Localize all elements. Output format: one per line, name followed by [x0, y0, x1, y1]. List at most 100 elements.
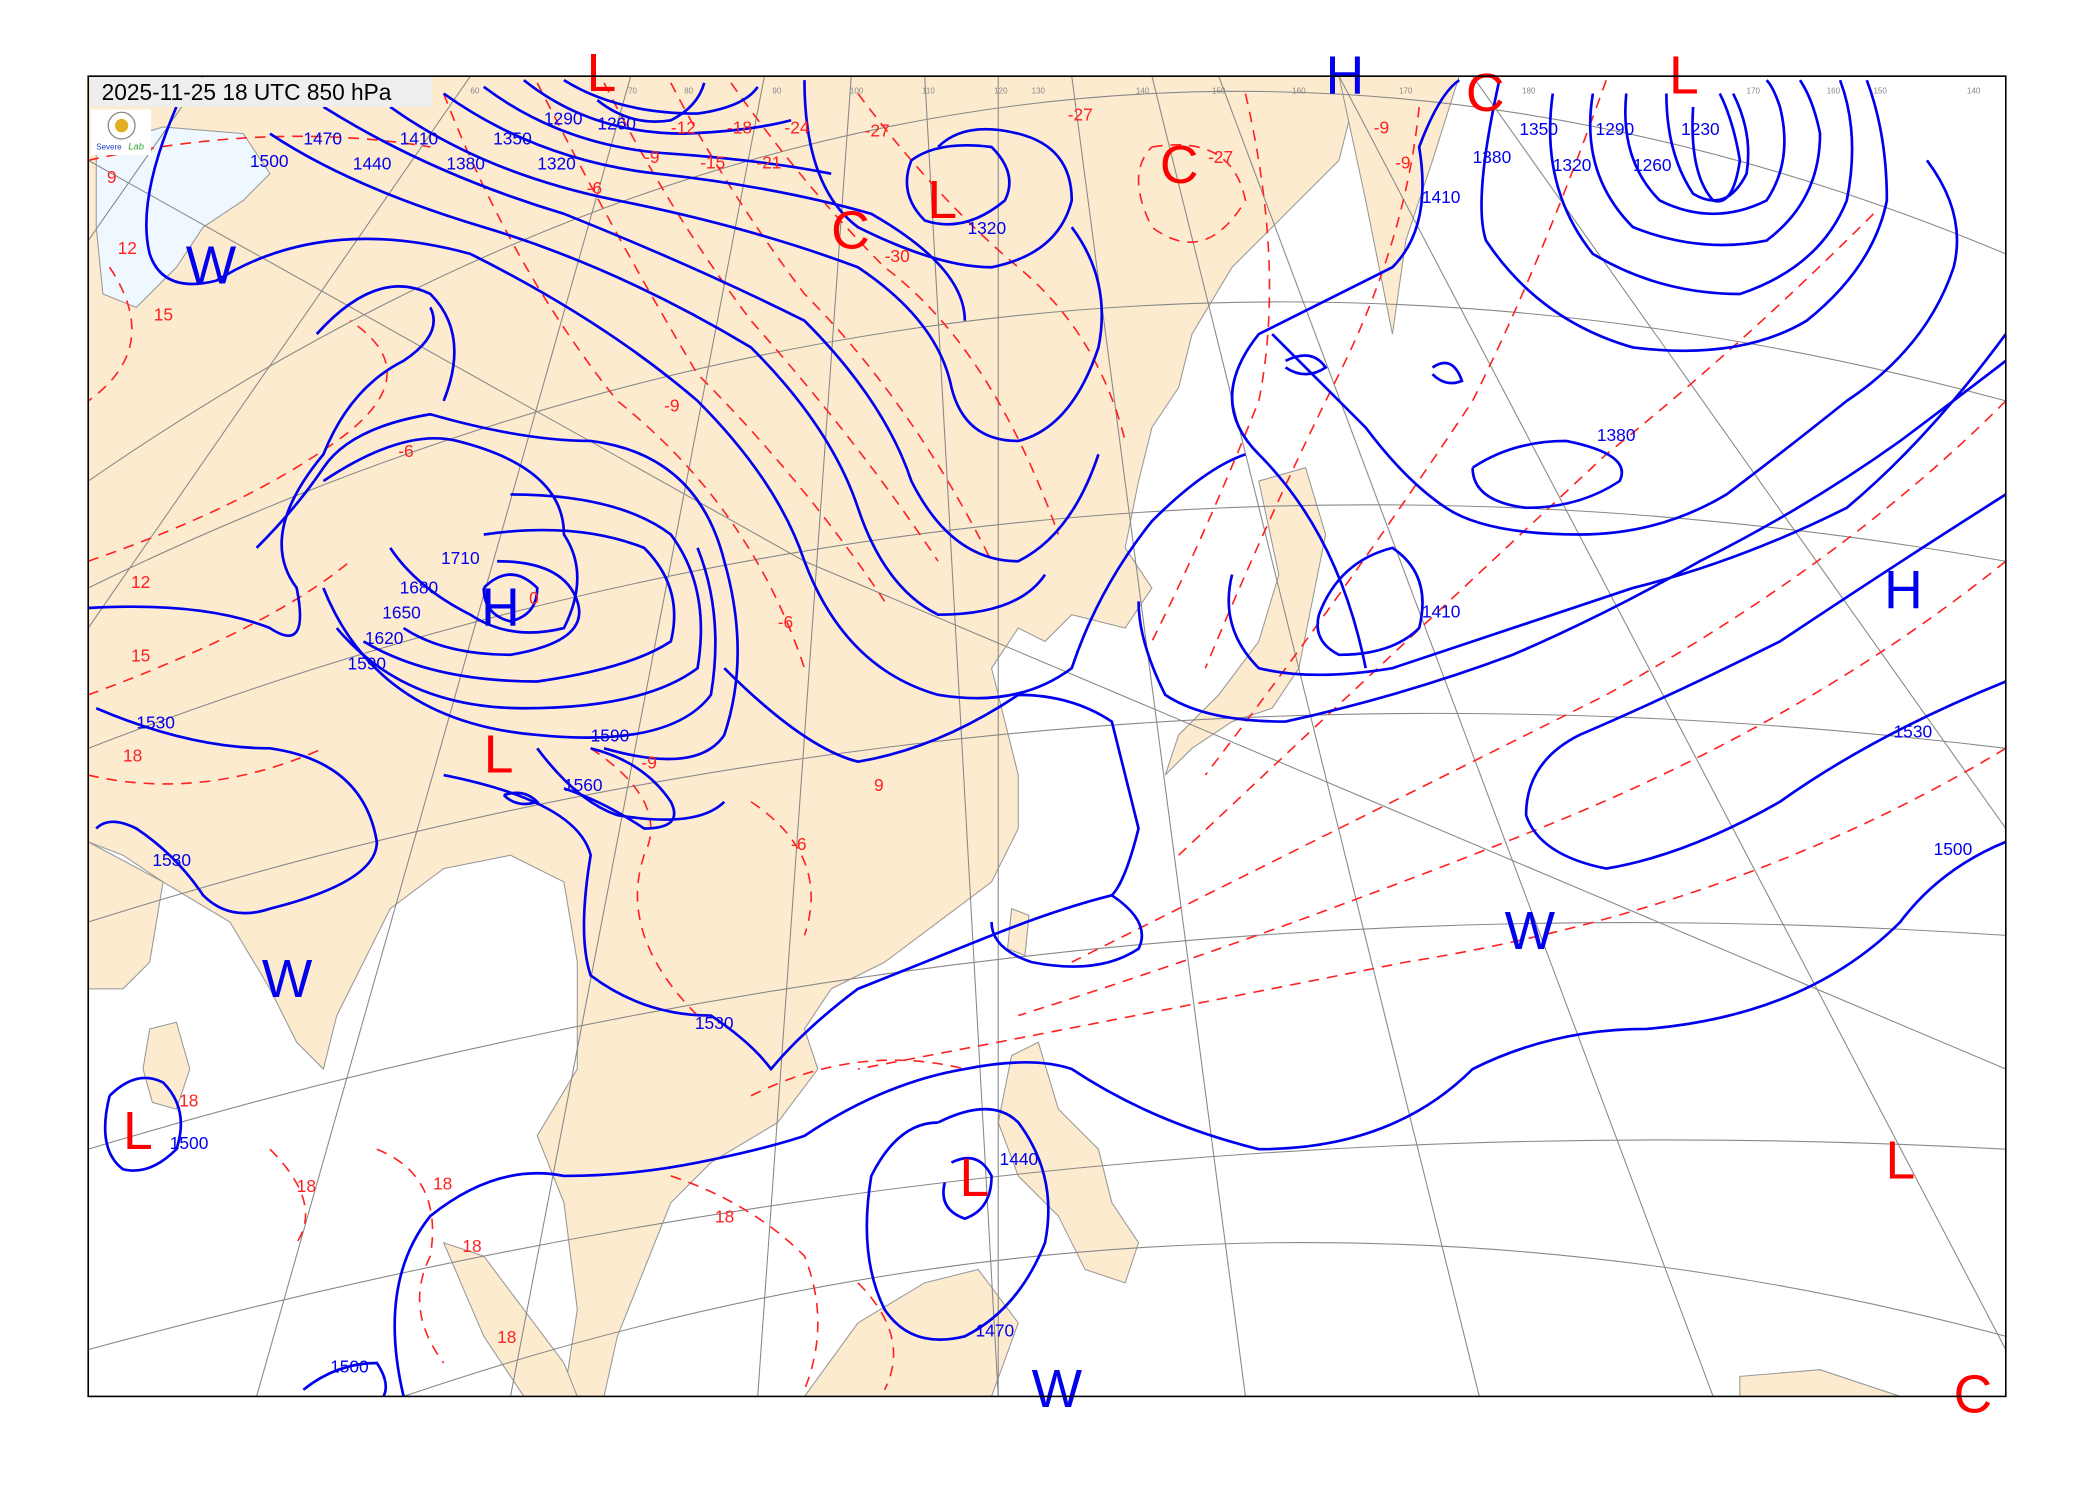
map-title: 2025-11-25 18 UTC 850 hPa: [102, 79, 392, 105]
temperature-label: -6: [398, 441, 413, 461]
lon-label: 140: [1136, 87, 1150, 96]
lon-label: 180: [1522, 87, 1536, 96]
temperature-label: 18: [715, 1207, 734, 1227]
temperature-label: 15: [131, 645, 150, 665]
low-marker: L: [123, 1102, 153, 1161]
lon-label: 160: [1827, 87, 1841, 96]
temperature-label: 18: [497, 1327, 516, 1347]
temperature-label: -27: [1068, 104, 1093, 124]
height-label: 1290: [1596, 119, 1635, 139]
height-label: 1410: [1422, 187, 1461, 207]
svg-text:Severe: Severe: [96, 143, 122, 152]
height-label: 1440: [353, 154, 392, 174]
height-label: 1350: [493, 128, 532, 148]
temperature-label: -15: [700, 152, 725, 172]
cold-center-marker: C: [1466, 64, 1505, 123]
cold-center-marker: C: [1160, 136, 1199, 195]
warm-center-marker: W: [1505, 902, 1556, 961]
temperature-label: 9: [107, 167, 117, 187]
cold-center-marker: C: [1954, 1365, 1993, 1424]
lon-label: 80: [684, 87, 693, 96]
height-label: 1530: [1894, 722, 1933, 742]
lon-label: 120: [994, 87, 1008, 96]
low-marker: L: [1886, 1132, 1916, 1191]
height-label: 1620: [365, 628, 404, 648]
temperature-label: -27: [1208, 147, 1233, 167]
lake-caspian: [95, 126, 271, 308]
height-label: 1440: [1000, 1149, 1039, 1169]
height-label: 1500: [170, 1133, 209, 1153]
height-labels: 1500 1470 1440 1410 1380 1350 1320 1290 …: [136, 108, 1972, 1376]
temperature-label: -24: [784, 118, 809, 138]
low-marker: L: [927, 171, 957, 230]
warm-center-marker: W: [1032, 1360, 1083, 1419]
height-label: 1530: [152, 850, 191, 870]
cold-center-marker: C: [831, 202, 870, 261]
temperature-label: -27: [865, 120, 890, 140]
lon-label: 90: [772, 87, 781, 96]
height-label: 1260: [1633, 155, 1672, 175]
height-label: 1470: [976, 1320, 1015, 1340]
high-marker: H: [1884, 561, 1923, 620]
temperature-label: 18: [462, 1236, 481, 1256]
height-label: 1530: [695, 1013, 734, 1033]
warm-center-marker: W: [186, 236, 237, 295]
lon-label: 60: [470, 87, 479, 96]
height-label: 1320: [1553, 155, 1592, 175]
lon-label: 170: [1399, 87, 1413, 96]
lon-label: 70: [628, 87, 637, 96]
temperature-label: -9: [1395, 152, 1410, 172]
temperature-label: -6: [778, 612, 793, 632]
height-label: 1500: [1934, 839, 1973, 859]
temperature-label: 18: [433, 1173, 452, 1193]
temperature-label: 18: [297, 1176, 316, 1196]
temperature-label: 12: [118, 238, 137, 258]
height-label: 1380: [1597, 425, 1636, 445]
temperature-label: -12: [671, 118, 696, 138]
temperature-label: -9: [1374, 118, 1389, 138]
temperature-label: -21: [756, 152, 781, 172]
height-label: 1290: [544, 108, 583, 128]
land-india-west: [88, 841, 164, 990]
height-label: 1410: [1422, 601, 1461, 621]
temperature-label: 15: [154, 305, 173, 325]
temperature-label: -30: [885, 246, 910, 266]
height-label: 1500: [250, 151, 289, 171]
land-philippines: [997, 1041, 1140, 1284]
land-asia: [88, 76, 1353, 1397]
svg-text:Lab: Lab: [128, 142, 144, 152]
longitude-labels: 60 70 80 90 100 110 120 130 140 150 160 …: [470, 87, 1981, 96]
height-label: 1500: [330, 1356, 369, 1376]
lon-label: 130: [1032, 87, 1046, 96]
lon-label: 140: [1967, 87, 1981, 96]
height-label: 1320: [537, 154, 576, 174]
temperature-label: -18: [727, 118, 752, 138]
height-label: 1590: [591, 726, 630, 746]
low-marker: L: [959, 1149, 989, 1208]
lon-label: 150: [1212, 87, 1226, 96]
high-marker: H: [481, 578, 520, 637]
temperature-label: 18: [123, 746, 142, 766]
temperature-label: 9: [874, 775, 884, 795]
lon-label: 100: [850, 87, 864, 96]
height-contours: [88, 79, 2006, 1397]
low-marker: L: [587, 44, 617, 103]
height-label: 1530: [136, 712, 175, 732]
height-label: 1380: [446, 154, 485, 174]
low-marker: L: [484, 725, 514, 784]
land-taiwan: [1007, 907, 1030, 957]
height-label: 1560: [564, 775, 603, 795]
land-sumatra: [442, 1241, 578, 1397]
severe-storm-lab-logo: Severe Lab: [90, 109, 152, 156]
height-label: 1320: [967, 218, 1006, 238]
lon-label: 160: [1292, 87, 1306, 96]
temperature-label: 12: [131, 572, 150, 592]
temperature-contours: [88, 79, 2006, 1391]
temperature-label: 18: [179, 1090, 198, 1110]
map-frame: [87, 75, 2007, 1398]
height-label: 1470: [303, 128, 342, 148]
height-label: 1590: [347, 653, 386, 673]
land-new-guinea: [1739, 1369, 1901, 1397]
height-label: 1260: [597, 114, 636, 134]
